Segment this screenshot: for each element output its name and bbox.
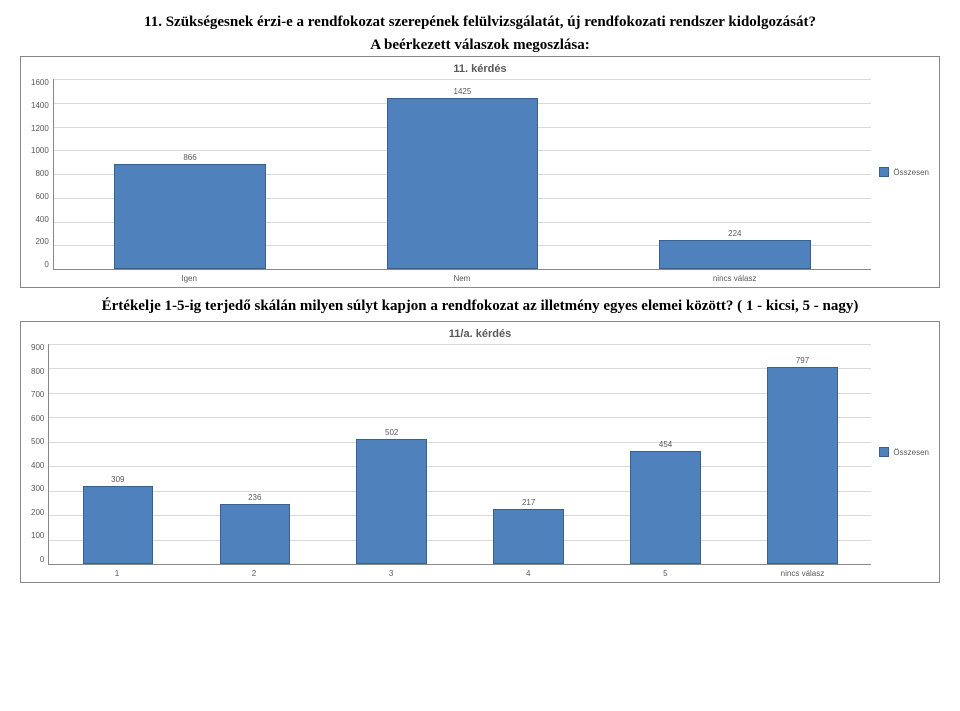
question-11-subtitle: A beérkezett válaszok megoszlása: [20, 37, 940, 54]
x-tick-label: 3 [323, 565, 460, 578]
bar [356, 439, 426, 564]
bar-value-label: 309 [111, 475, 124, 484]
bar-slot: 217 [460, 498, 597, 564]
legend-swatch [879, 167, 889, 177]
question-11: 11. Szükségesnek érzi-e a rendfokozat sz… [20, 14, 940, 31]
bar [220, 504, 290, 564]
x-tick-label: Nem [326, 270, 599, 283]
bar [767, 367, 837, 564]
chart-11a: 11/a. kérdés 900800700600500400300200100… [20, 321, 940, 583]
bar-value-label: 224 [728, 229, 741, 238]
bar [387, 98, 539, 269]
legend-label: Összesen [893, 168, 929, 177]
chart-11a-legend: Összesen [879, 447, 929, 457]
x-tick-label: 4 [460, 565, 597, 578]
legend-swatch [879, 447, 889, 457]
chart-11-title: 11. kérdés [31, 63, 929, 75]
bar-slot: 797 [734, 356, 871, 564]
question-11a: Értékelje 1-5-ig terjedő skálán milyen s… [20, 298, 940, 315]
bar-value-label: 454 [659, 440, 672, 449]
chart-11a-title: 11/a. kérdés [31, 328, 929, 340]
bar-value-label: 502 [385, 428, 398, 437]
chart-11a-y-axis: 9008007006005004003002001000 [31, 344, 48, 564]
bar-slot: 309 [49, 475, 186, 564]
x-tick-label: 1 [48, 565, 185, 578]
bar-value-label: 236 [248, 493, 261, 502]
chart-11a-plot: 309 236 502 217 454 797 [48, 344, 871, 565]
chart-11a-x-axis: 12345nincs válasz [48, 565, 871, 578]
x-tick-label: Igen [53, 270, 326, 283]
bar [659, 240, 811, 269]
x-tick-label: 2 [185, 565, 322, 578]
bar-value-label: 1425 [454, 87, 472, 96]
chart-11-x-axis: IgenNemnincs válasz [53, 270, 871, 283]
x-tick-label: nincs válasz [598, 270, 871, 283]
bar-slot: 1425 [326, 87, 598, 269]
legend-label: Összesen [893, 448, 929, 457]
bar-value-label: 217 [522, 498, 535, 507]
chart-11-plot: 866 1425 224 [53, 79, 871, 270]
x-tick-label: 5 [597, 565, 734, 578]
bar-value-label: 797 [796, 356, 809, 365]
x-tick-label: nincs válasz [734, 565, 871, 578]
bar [630, 451, 700, 564]
bar-slot: 224 [599, 229, 871, 269]
chart-11-y-axis: 16001400120010008006004002000 [31, 79, 53, 269]
chart-11-legend: Összesen [879, 167, 929, 177]
bar [493, 509, 563, 564]
bar [83, 486, 153, 564]
chart-11: 11. kérdés 16001400120010008006004002000… [20, 56, 940, 288]
bar [114, 164, 266, 269]
bar-slot: 236 [186, 493, 323, 564]
bar-slot: 866 [54, 153, 326, 269]
bar-value-label: 866 [183, 153, 196, 162]
bar-slot: 502 [323, 428, 460, 564]
bar-slot: 454 [597, 440, 734, 564]
